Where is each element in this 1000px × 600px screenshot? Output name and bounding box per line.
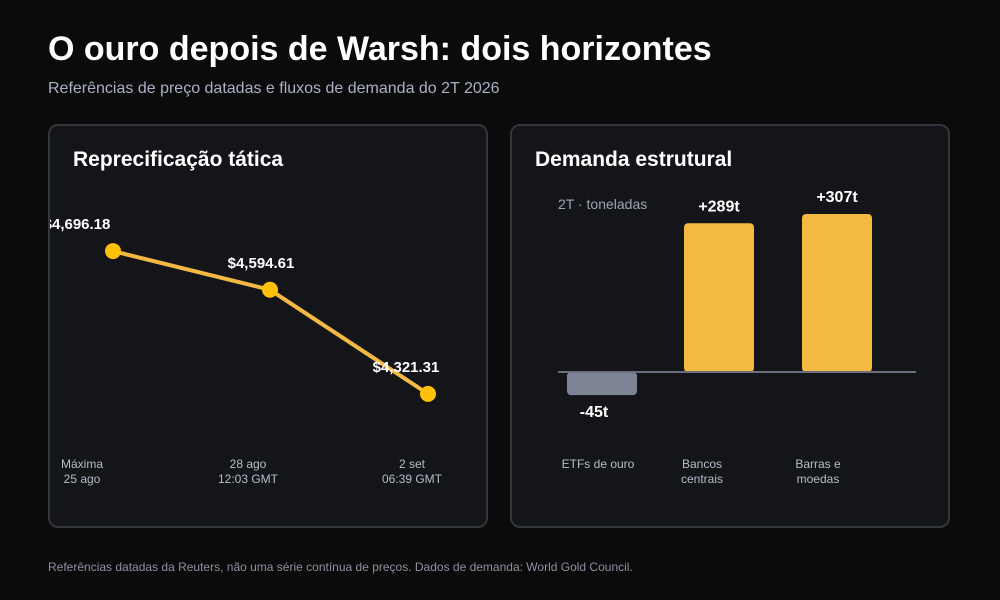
demand-data-label: +307t <box>816 189 858 206</box>
x-tick-label: Bancos centrais <box>681 457 723 486</box>
structural-demand-title: Demanda estrutural <box>535 148 733 171</box>
demand-data-label: -45t <box>580 404 609 421</box>
x-tick-label-line: 2 set <box>399 457 426 471</box>
unit-label: 2T · toneladas <box>558 196 647 212</box>
page-title: O ouro depois de Warsh: dois horizontes <box>48 30 712 68</box>
x-tick-label-line: moedas <box>797 472 840 486</box>
x-tick-label: 28 ago 12:03 GMT <box>218 457 279 486</box>
x-tick-label: 2 set 06:39 GMT <box>382 457 443 486</box>
demand-bar <box>684 223 754 372</box>
price-data-label: $4,321.31 <box>373 359 440 376</box>
x-tick-label-line: Bancos <box>682 457 722 471</box>
x-tick-label-line: ETFs de ouro <box>562 457 635 471</box>
x-tick-label: Máxima 25 ago <box>61 457 103 486</box>
x-tick-label: Barras e moedas <box>795 457 841 486</box>
x-tick-label-line: Barras e <box>795 457 841 471</box>
price-point <box>420 385 436 402</box>
tactical-repricing-chart: $4,696.18 Máxima 25 ago $4,594.61 28 ago 12:0… <box>50 216 443 486</box>
price-data-label: $4,594.61 <box>228 255 295 272</box>
x-tick-label: ETFs de ouro <box>562 457 635 471</box>
tactical-repricing-title: Reprecificação tática <box>73 148 284 171</box>
structural-demand-panel: 2T · toneladas -45t ETFs de ouro +289t Banco… <box>510 124 950 528</box>
demand-data-label: +289t <box>698 198 740 215</box>
demand-bar <box>802 214 872 372</box>
x-tick-label-line: 12:03 GMT <box>218 472 279 486</box>
tactical-repricing-panel: $4,696.18 Máxima 25 ago $4,594.61 28 ago 12:0… <box>48 124 488 528</box>
x-tick-label-line: 28 ago <box>230 457 267 471</box>
price-data-label: $4,696.18 <box>50 216 110 233</box>
demand-bar <box>567 372 637 396</box>
price-point <box>105 243 121 260</box>
x-tick-label-line: centrais <box>681 472 723 486</box>
page-subtitle: Referências de preço datadas e fluxos de… <box>48 80 500 97</box>
x-tick-label-line: 06:39 GMT <box>382 472 443 486</box>
price-point <box>262 281 278 298</box>
structural-demand-chart: 2T · toneladas -45t ETFs de ouro +289t Banco… <box>558 189 916 486</box>
x-tick-label-line: 25 ago <box>64 472 101 486</box>
x-tick-label-line: Máxima <box>61 457 103 471</box>
footnote: Referências datadas da Reuters, não uma … <box>48 560 633 574</box>
